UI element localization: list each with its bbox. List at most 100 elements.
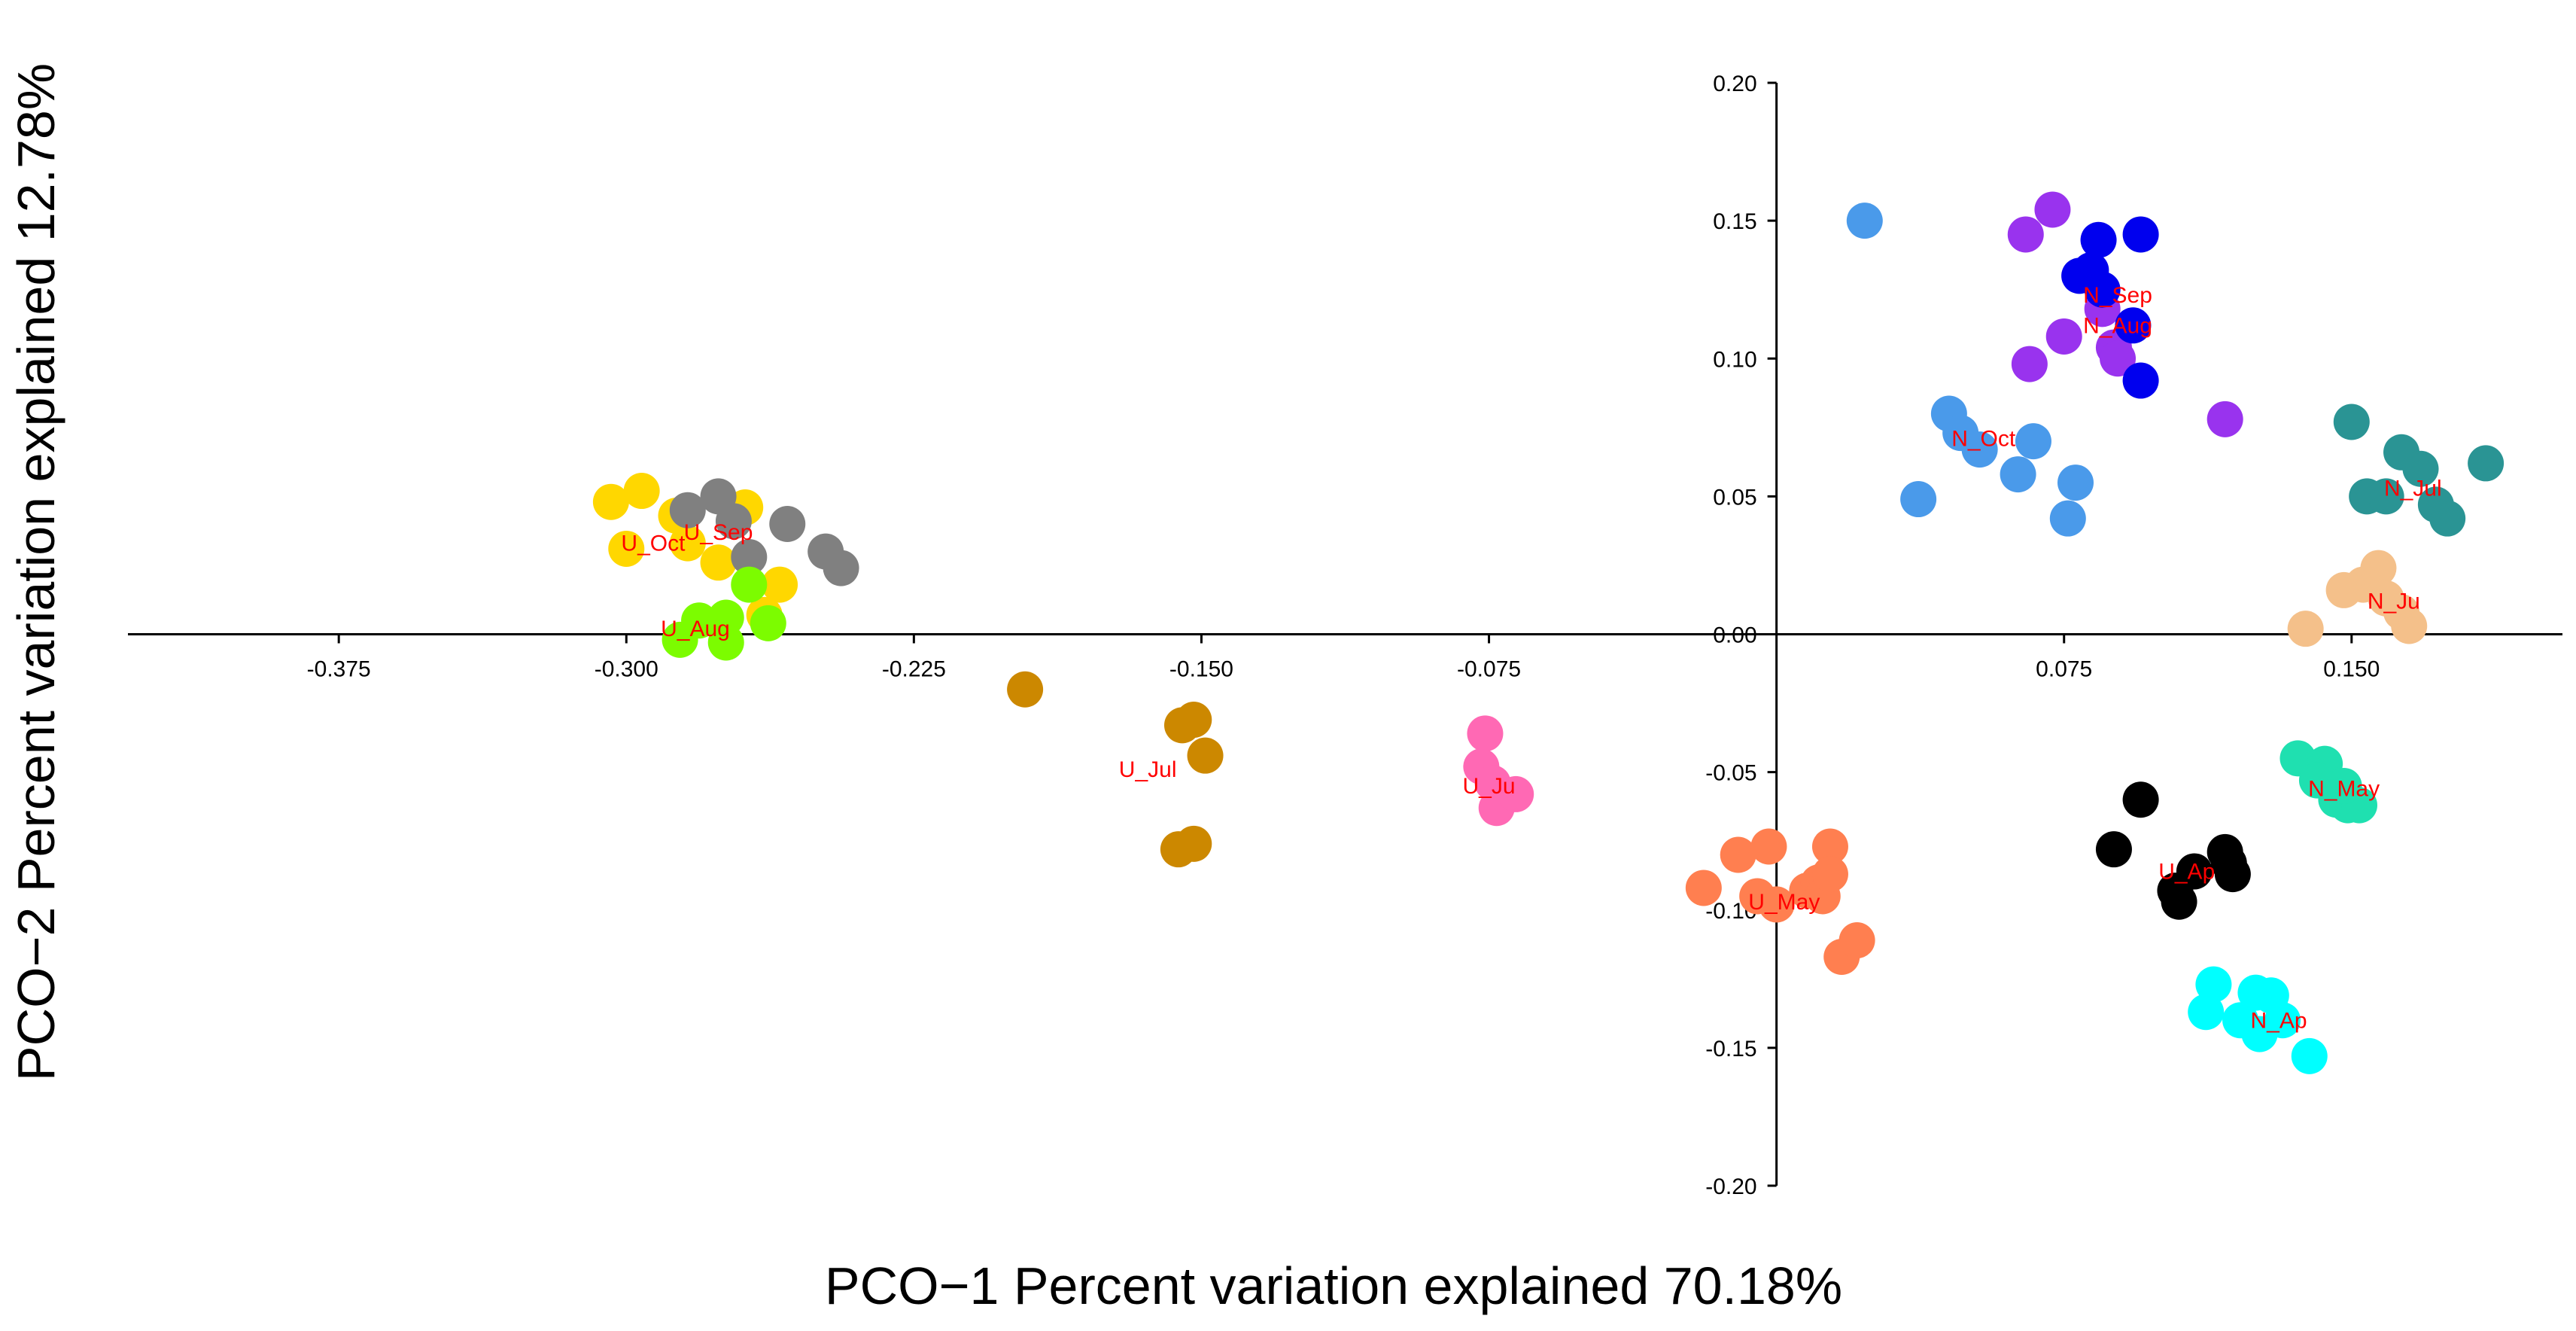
data-point xyxy=(2368,478,2404,515)
x-tick-label: 0.150 xyxy=(2323,657,2380,682)
data-point xyxy=(2011,346,2048,382)
y-tick-label: 0.15 xyxy=(1713,209,1756,234)
series-u-sep xyxy=(669,478,859,586)
data-point xyxy=(715,503,752,540)
group-label: U_May xyxy=(1748,890,1820,915)
data-point xyxy=(2325,767,2362,804)
data-point xyxy=(2000,456,2036,493)
data-point xyxy=(2206,401,2243,437)
data-point xyxy=(2360,550,2397,586)
y-axis-title: PCO−2 Percent variation explained 12.78% xyxy=(7,63,65,1081)
data-point xyxy=(2291,1037,2328,1074)
data-point xyxy=(1811,828,1848,865)
group-label: N_Jul xyxy=(2384,476,2442,501)
y-tick-label: 0.20 xyxy=(1713,72,1756,96)
data-point xyxy=(1685,870,1722,906)
data-point xyxy=(769,506,806,542)
data-point xyxy=(2100,340,2137,377)
data-point xyxy=(1175,825,1212,862)
series-n-may xyxy=(2279,740,2377,824)
x-tick-label: -0.300 xyxy=(595,657,658,682)
data-point xyxy=(2045,318,2082,355)
group-label: N_Aug xyxy=(2083,313,2152,338)
data-point xyxy=(2122,781,2159,818)
group-label: N_Ap xyxy=(2250,1008,2307,1033)
y-tick-label: 0.05 xyxy=(1713,485,1756,510)
data-point xyxy=(1467,715,1504,752)
data-point xyxy=(592,483,629,520)
data-point xyxy=(2429,500,2466,537)
group-label: U_Jul xyxy=(1119,757,1177,782)
data-point xyxy=(2176,853,2213,890)
data-point xyxy=(2057,464,2094,501)
data-point xyxy=(1961,431,1998,468)
x-tick-label: -0.150 xyxy=(1169,657,1233,682)
group-label: N_Sep xyxy=(2083,283,2152,308)
data-point xyxy=(2007,216,2044,253)
data-point xyxy=(2034,191,2071,228)
data-point xyxy=(1187,737,1224,774)
data-point xyxy=(707,624,744,661)
data-point xyxy=(2264,1002,2301,1039)
y-tick-label: 0.00 xyxy=(1713,623,1756,648)
data-point xyxy=(2333,404,2370,440)
series-n-oct xyxy=(1846,203,2094,537)
group-label: N_Ju xyxy=(2368,589,2420,614)
group-label: U_Aug xyxy=(661,617,730,641)
series-n-ju xyxy=(2287,550,2428,647)
data-point xyxy=(669,525,706,562)
group-label: U_Ju xyxy=(1463,774,1516,799)
data-point xyxy=(1720,836,1756,873)
data-point xyxy=(823,550,859,586)
x-tick-label: -0.375 xyxy=(307,657,371,682)
data-point xyxy=(681,602,718,639)
data-point xyxy=(2195,966,2232,1003)
data-point xyxy=(2391,608,2428,644)
data-point xyxy=(1498,775,1534,812)
group-label: N_May xyxy=(2308,777,2380,802)
data-point xyxy=(1175,702,1212,739)
y-tick-label: -0.05 xyxy=(1705,761,1756,786)
data-point xyxy=(2049,500,2086,537)
series-u-may xyxy=(1685,828,1875,976)
data-point xyxy=(731,566,768,603)
y-tick-label: -0.15 xyxy=(1705,1037,1756,1061)
data-point xyxy=(700,544,737,581)
data-point xyxy=(2115,307,2152,344)
y-tick-label: -0.20 xyxy=(1705,1174,1756,1199)
series-u-aug xyxy=(661,566,786,661)
data-point xyxy=(1758,886,1795,923)
data-point xyxy=(1846,203,1883,239)
data-point xyxy=(750,605,786,641)
series-n-jul xyxy=(2333,404,2505,537)
group-label: U_Ap xyxy=(2158,859,2215,884)
series-u-jul xyxy=(1007,671,1224,868)
x-tick-label: 0.075 xyxy=(2036,657,2092,682)
data-point xyxy=(2122,362,2159,399)
data-point xyxy=(608,530,645,567)
series-u-ju xyxy=(1463,715,1534,827)
data-point xyxy=(623,473,660,510)
group-label: N_Oct xyxy=(1951,426,2016,451)
data-points xyxy=(592,191,2505,1074)
data-point xyxy=(1007,671,1044,708)
data-point xyxy=(2468,445,2505,482)
data-point xyxy=(2015,423,2051,460)
data-point xyxy=(707,599,744,636)
x-axis-title: PCO−1 Percent variation explained 70.18% xyxy=(825,1256,1842,1315)
x-tick-label: -0.225 xyxy=(882,657,946,682)
data-point xyxy=(2084,271,2121,308)
group-label: U_Oct xyxy=(621,531,686,556)
data-point xyxy=(1900,481,1937,518)
data-point xyxy=(2080,221,2117,258)
data-point xyxy=(1811,856,1848,893)
y-tick-label: 0.10 xyxy=(1713,347,1756,372)
data-point xyxy=(2188,994,2225,1031)
series-n-sep xyxy=(2061,216,2159,399)
data-point xyxy=(762,566,798,603)
series-n-ap xyxy=(2188,966,2328,1074)
data-point xyxy=(2214,856,2251,893)
data-point xyxy=(2287,611,2324,647)
data-point xyxy=(1838,922,1875,959)
